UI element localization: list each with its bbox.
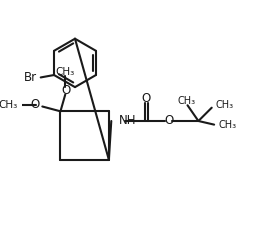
Text: CH₃: CH₃	[56, 67, 75, 77]
Text: O: O	[165, 114, 174, 128]
Text: NH: NH	[118, 114, 136, 128]
Text: O: O	[30, 98, 39, 111]
Text: O: O	[142, 91, 151, 105]
Text: CH₃: CH₃	[0, 99, 18, 110]
Text: O: O	[61, 84, 70, 97]
Text: CH₃: CH₃	[218, 120, 236, 130]
Text: Br: Br	[23, 71, 37, 84]
Text: CH₃: CH₃	[178, 96, 196, 106]
Text: CH₃: CH₃	[216, 99, 234, 110]
